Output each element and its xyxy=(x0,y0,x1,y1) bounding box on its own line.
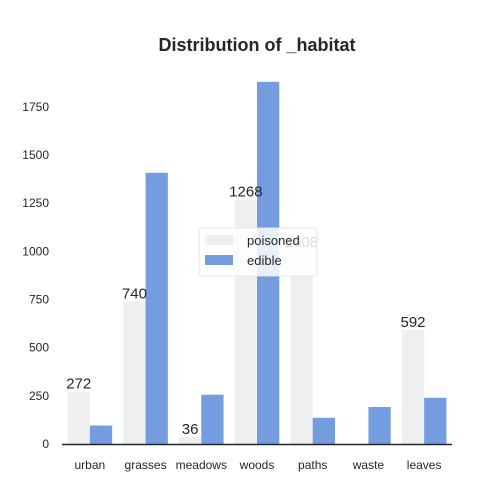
data-label-grasses: 740 xyxy=(122,285,147,302)
x-tick-woods: woods xyxy=(239,458,275,472)
bar-edible-urban xyxy=(89,425,113,444)
bar-edible-leaves xyxy=(424,397,447,444)
bar-edible-grasses xyxy=(145,172,168,444)
data-labels-group: 2727403612681008592 xyxy=(66,184,425,438)
x-tick-leaves: leaves xyxy=(407,458,442,472)
bars-group xyxy=(67,81,447,444)
legend-label-edible: edible xyxy=(247,253,282,268)
bar-edible-waste xyxy=(368,407,391,444)
y-tick-labels: 0 250 500 750 1000 1250 1500 1750 xyxy=(22,100,49,451)
legend-swatch-edible xyxy=(205,255,233,265)
y-tick-750: 750 xyxy=(29,293,49,307)
bar-poisoned-meadows xyxy=(179,437,202,444)
x-tick-urban: urban xyxy=(75,458,106,472)
y-tick-1750: 1750 xyxy=(22,100,49,114)
data-label-leaves: 592 xyxy=(400,314,425,331)
bar-poisoned-urban xyxy=(67,391,90,444)
data-label-urban: 272 xyxy=(66,376,91,393)
data-label-meadows: 36 xyxy=(182,421,199,438)
y-tick-0: 0 xyxy=(42,437,49,451)
chart-title: Distribution of _habitat xyxy=(159,35,356,55)
x-tick-labels: urban grasses meadows woods paths waste leaves xyxy=(75,458,442,472)
y-tick-250: 250 xyxy=(29,389,49,403)
bar-poisoned-grasses xyxy=(123,301,146,444)
legend-swatch-poisoned xyxy=(205,235,233,245)
x-tick-grasses: grasses xyxy=(125,458,167,472)
data-label-woods: 1268 xyxy=(229,184,262,201)
x-tick-paths: paths xyxy=(298,458,327,472)
legend: poisoned edible xyxy=(198,227,318,277)
y-tick-1250: 1250 xyxy=(22,196,49,210)
legend-label-poisoned: poisoned xyxy=(247,233,300,248)
bar-poisoned-paths xyxy=(290,249,313,444)
bar-edible-paths xyxy=(312,417,335,444)
x-tick-waste: waste xyxy=(352,458,385,472)
x-tick-meadows: meadows xyxy=(176,458,227,472)
bar-edible-meadows xyxy=(201,394,224,444)
y-tick-1000: 1000 xyxy=(22,244,49,258)
y-tick-1500: 1500 xyxy=(22,148,49,162)
y-tick-500: 500 xyxy=(29,341,49,355)
bar-poisoned-leaves xyxy=(401,329,425,444)
